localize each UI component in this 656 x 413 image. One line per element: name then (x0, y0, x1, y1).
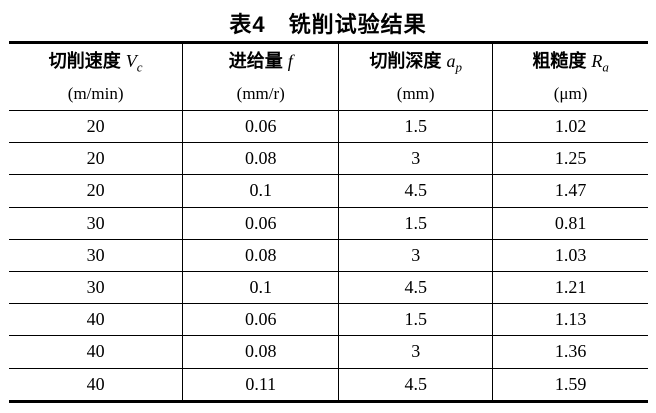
cell-roughness: 1.59 (492, 368, 648, 402)
cell-cutting-depth: 1.5 (338, 207, 493, 240)
col-unit: (μm) (553, 83, 588, 103)
table-row: 30 0.06 1.5 0.81 (9, 207, 648, 240)
col-unit: (mm/r) (236, 83, 285, 103)
cell-cutting-depth: 4.5 (338, 368, 493, 402)
col-symbol: R (591, 51, 603, 72)
cell-cutting-speed: 20 (9, 142, 183, 176)
col-header-label: 粗糙度 Ra (493, 48, 648, 81)
cell-feed-rate: 0.06 (182, 110, 339, 144)
col-name: 切削速度 (48, 51, 121, 72)
col-symbol-subscript: p (455, 59, 462, 75)
table-row: 20 0.1 4.5 1.47 (9, 174, 648, 208)
milling-results-table: 切削速度 Vc (m/min) 进给量 f (mm/r) 切削深度 ap (mm) 粗… (9, 41, 648, 403)
table-row: 30 0.1 4.5 1.21 (9, 271, 648, 305)
table-row: 30 0.08 3 1.03 (9, 239, 648, 272)
cell-feed-rate: 0.06 (182, 303, 339, 337)
cell-cutting-speed: 40 (9, 335, 183, 369)
col-symbol-subscript: c (136, 59, 143, 75)
col-unit: (m/min) (67, 83, 124, 103)
cell-cutting-depth: 4.5 (338, 174, 493, 208)
table-title: 表4 铣削试验结果 (229, 12, 427, 37)
table-row: 20 0.06 1.5 1.02 (9, 110, 648, 144)
col-unit: (mm) (396, 83, 435, 103)
cell-cutting-depth: 1.5 (338, 303, 493, 337)
cell-feed-rate: 0.1 (182, 271, 339, 305)
col-header-label: 切削深度 ap (339, 48, 492, 81)
cell-cutting-speed: 20 (9, 110, 183, 144)
cell-cutting-speed: 30 (9, 207, 183, 240)
col-symbol-subscript: a (602, 59, 609, 75)
cell-cutting-depth: 1.5 (338, 110, 493, 144)
cell-roughness: 1.25 (492, 142, 648, 176)
cell-roughness: 1.21 (492, 271, 648, 305)
cell-feed-rate: 0.08 (182, 142, 339, 176)
col-name: 粗糙度 (532, 51, 587, 72)
cell-cutting-depth: 3 (338, 239, 493, 272)
cell-roughness: 1.02 (492, 110, 648, 144)
table-row: 40 0.06 1.5 1.13 (9, 303, 648, 337)
cell-feed-rate: 0.08 (182, 239, 339, 272)
col-header-roughness: 粗糙度 Ra (μm) (492, 42, 648, 111)
cell-cutting-depth: 3 (338, 142, 493, 176)
cell-cutting-speed: 30 (9, 239, 183, 272)
cell-roughness: 1.36 (492, 335, 648, 369)
col-symbol: f (287, 51, 293, 72)
header-row: 切削速度 Vc (m/min) 进给量 f (mm/r) 切削深度 ap (mm) 粗… (9, 42, 648, 111)
col-header-feed-rate: 进给量 f (mm/r) (182, 42, 339, 111)
cell-cutting-speed: 20 (9, 174, 183, 208)
cell-cutting-speed: 30 (9, 271, 183, 305)
col-symbol: V (125, 51, 137, 72)
cell-feed-rate: 0.11 (182, 368, 339, 402)
cell-cutting-depth: 4.5 (338, 271, 493, 305)
cell-feed-rate: 0.06 (182, 207, 339, 240)
cell-feed-rate: 0.08 (182, 335, 339, 369)
table-row: 40 0.11 4.5 1.59 (9, 368, 648, 402)
cell-cutting-depth: 3 (338, 335, 493, 369)
col-header-label: 进给量 f (183, 48, 338, 81)
cell-roughness: 1.47 (492, 174, 648, 208)
col-symbol: a (446, 51, 456, 72)
cell-cutting-speed: 40 (86, 373, 105, 394)
table-row: 20 0.08 3 1.25 (9, 142, 648, 176)
col-header-cutting-speed: 切削速度 Vc (m/min) (9, 42, 183, 111)
table-row: 40 0.08 3 1.36 (9, 335, 648, 369)
cell-roughness: 1.13 (492, 303, 648, 337)
cell-feed-rate: 0.1 (182, 174, 339, 208)
col-name: 切削深度 (369, 51, 442, 72)
col-header-cutting-depth: 切削深度 ap (mm) (338, 42, 493, 111)
cell-roughness: 0.81 (492, 207, 648, 240)
cell-roughness: 1.03 (492, 239, 648, 272)
col-name: 进给量 (228, 51, 283, 72)
cell-cutting-speed: 40 (9, 303, 183, 337)
col-header-label: 切削速度 Vc (9, 48, 182, 81)
